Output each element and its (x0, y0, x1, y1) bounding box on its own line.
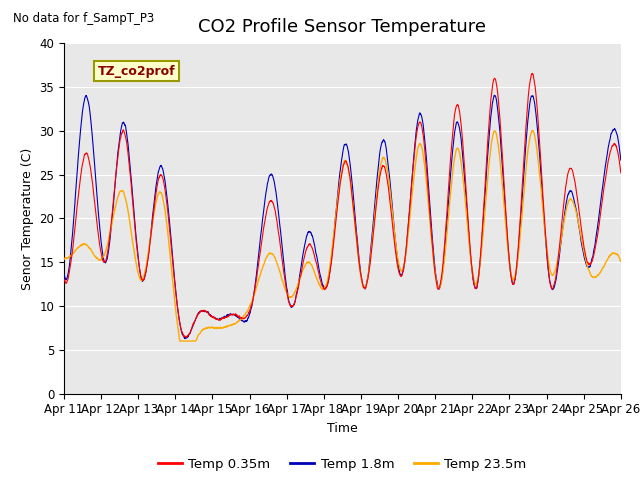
Title: CO2 Profile Sensor Temperature: CO2 Profile Sensor Temperature (198, 18, 486, 36)
Text: No data for f_SampT_P3: No data for f_SampT_P3 (13, 12, 154, 25)
Text: TZ_co2prof: TZ_co2prof (97, 65, 175, 78)
Y-axis label: Senor Temperature (C): Senor Temperature (C) (21, 147, 34, 289)
Legend: Temp 0.35m, Temp 1.8m, Temp 23.5m: Temp 0.35m, Temp 1.8m, Temp 23.5m (153, 453, 532, 476)
X-axis label: Time: Time (327, 422, 358, 435)
